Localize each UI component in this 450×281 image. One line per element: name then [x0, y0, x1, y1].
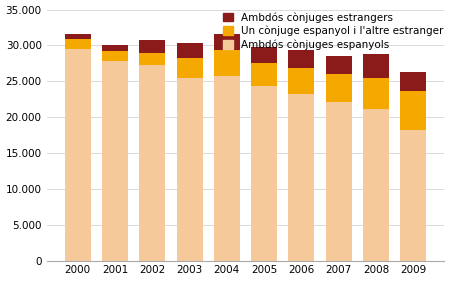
Bar	[214, 34, 240, 50]
Bar	[288, 50, 315, 68]
Bar	[102, 51, 128, 61]
Bar	[326, 74, 352, 102]
Bar	[65, 34, 91, 39]
Bar	[139, 65, 165, 260]
Bar	[251, 86, 277, 260]
Bar	[65, 39, 91, 49]
Bar	[363, 78, 389, 108]
Bar	[251, 63, 277, 86]
Bar	[400, 130, 426, 260]
Bar	[214, 76, 240, 260]
Bar	[363, 108, 389, 260]
Bar	[176, 58, 202, 78]
Bar	[65, 49, 91, 260]
Bar	[102, 45, 128, 51]
Bar	[326, 102, 352, 260]
Bar	[288, 68, 315, 94]
Bar	[139, 40, 165, 53]
Bar	[363, 54, 389, 78]
Bar	[400, 72, 426, 90]
Bar	[400, 90, 426, 130]
Bar	[251, 47, 277, 63]
Bar	[102, 61, 128, 260]
Bar	[139, 53, 165, 65]
Bar	[326, 56, 352, 74]
Bar	[214, 50, 240, 76]
Bar	[288, 94, 315, 260]
Bar	[176, 78, 202, 260]
Bar	[176, 43, 202, 58]
Legend: Ambdós cònjuges estrangers, Un cònjuge espanyol i l'altre estranger, Ambdós cònj: Ambdós cònjuges estrangers, Un cònjuge e…	[223, 12, 443, 50]
